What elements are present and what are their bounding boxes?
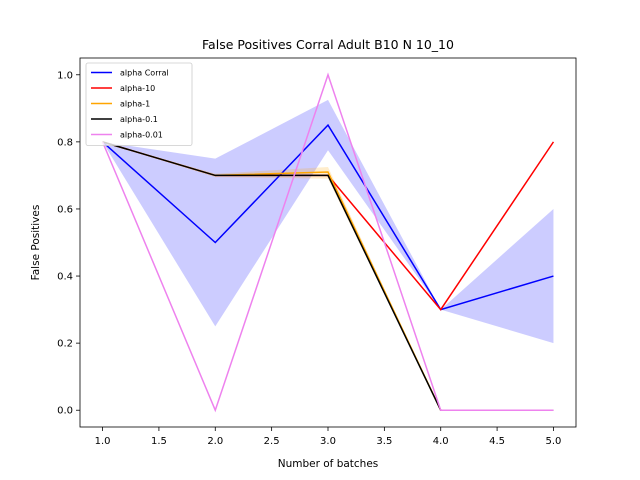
legend-entry: alpha-0.1 bbox=[120, 115, 158, 124]
x-tick-label: 3.5 bbox=[376, 436, 392, 447]
x-tick-label: 1.5 bbox=[151, 436, 167, 447]
chart-title: False Positives Corral Adult B10 N 10_10 bbox=[202, 37, 454, 52]
legend-entry: alpha-1 bbox=[120, 100, 150, 109]
x-axis-ticks: 1.0 1.5 2.0 2.5 3.0 3.5 4.0 4.5 5.0 bbox=[95, 427, 562, 447]
y-tick-label: 0.4 bbox=[57, 272, 73, 283]
legend: alpha Corral alpha-10 alpha-1 alpha-0.1 alph… bbox=[85, 62, 193, 146]
band-series-0 bbox=[102, 99, 554, 344]
confidence-bands bbox=[102, 99, 554, 411]
y-axis-label: False Positives bbox=[30, 205, 42, 281]
x-tick-label: 2.5 bbox=[264, 436, 280, 447]
x-tick-label: 5.0 bbox=[546, 436, 562, 447]
y-tick-label: 0.2 bbox=[57, 339, 73, 350]
line-series-0 bbox=[102, 123, 554, 311]
x-axis-label: Number of batches bbox=[278, 458, 379, 470]
series-lines bbox=[101, 72, 555, 413]
y-tick-label: 0.8 bbox=[57, 137, 73, 148]
x-tick-label: 4.0 bbox=[433, 436, 449, 447]
y-tick-label: 0.0 bbox=[57, 406, 73, 417]
legend-entry: alpha Corral bbox=[120, 69, 169, 78]
x-tick-label: 1.0 bbox=[95, 436, 111, 447]
x-tick-label: 2.0 bbox=[207, 436, 223, 447]
legend-entry: alpha-0.01 bbox=[120, 131, 163, 140]
legend-box bbox=[85, 62, 193, 146]
y-tick-label: 0.6 bbox=[57, 204, 73, 215]
x-tick-label: 4.5 bbox=[489, 436, 505, 447]
y-axis-ticks: 0.0 0.2 0.4 0.6 0.8 1.0 bbox=[57, 70, 80, 417]
x-tick-label: 3.0 bbox=[320, 436, 336, 447]
legend-entry: alpha-10 bbox=[120, 84, 155, 93]
y-tick-label: 1.0 bbox=[57, 70, 73, 81]
line-series-4 bbox=[101, 72, 554, 413]
